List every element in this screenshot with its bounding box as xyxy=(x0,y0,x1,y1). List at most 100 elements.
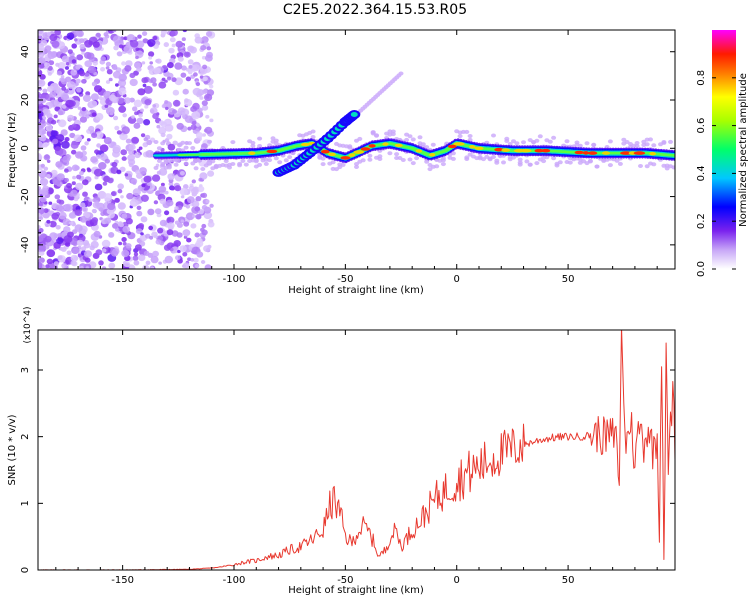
noise-blob xyxy=(191,200,200,208)
noise-blob xyxy=(122,113,127,118)
noise-blob xyxy=(49,99,58,108)
noise-blob xyxy=(72,241,78,247)
noise-blob xyxy=(129,199,139,207)
noise-blob xyxy=(40,39,48,47)
x-tick-label: 50 xyxy=(562,274,575,285)
noise-blob xyxy=(194,232,200,238)
noise-blob xyxy=(38,36,43,42)
noise-blob xyxy=(143,175,152,183)
noise-blob xyxy=(98,260,104,266)
noise-blob xyxy=(168,181,174,187)
halo-blob xyxy=(487,157,493,162)
noise-blob xyxy=(118,105,127,113)
halo-blob xyxy=(407,134,413,139)
band-peak xyxy=(474,146,484,151)
noise-blob xyxy=(55,225,61,230)
noise-blob xyxy=(142,264,150,269)
noise-blob xyxy=(55,146,61,152)
halo-blob xyxy=(223,159,229,164)
noise-blob xyxy=(195,240,204,248)
noise-blob xyxy=(177,56,184,62)
noise-blob xyxy=(128,158,136,166)
noise-blob xyxy=(159,198,166,205)
noise-blob xyxy=(108,77,113,82)
halo-blob xyxy=(237,163,243,168)
noise-blob xyxy=(96,143,101,148)
noise-blob xyxy=(182,230,190,237)
noise-blob xyxy=(155,239,162,245)
noise-blob xyxy=(203,80,209,85)
noise-blob xyxy=(89,100,98,108)
noise-blob xyxy=(192,87,202,96)
noise-blob xyxy=(149,107,158,115)
noise-blob xyxy=(204,264,212,269)
noise-blob xyxy=(64,168,69,173)
noise-blob xyxy=(53,114,58,119)
halo-blob xyxy=(534,161,540,166)
halo-blob xyxy=(230,140,236,145)
y-tick-label: -20 xyxy=(20,188,31,204)
halo-blob xyxy=(517,157,523,162)
band-peak xyxy=(321,149,330,154)
band-peak xyxy=(328,152,336,157)
halo-blob xyxy=(450,151,456,156)
noise-blob xyxy=(42,88,48,94)
halo-blob xyxy=(551,135,557,140)
noise-blob xyxy=(142,83,147,88)
noise-blob xyxy=(136,117,144,125)
noise-blob xyxy=(143,119,151,126)
noise-blob xyxy=(52,138,59,145)
noise-blob xyxy=(145,260,151,265)
noise-blob xyxy=(82,179,89,186)
noise-blob xyxy=(39,196,47,203)
noise-blob xyxy=(191,187,199,195)
noise-blob xyxy=(204,126,213,134)
noise-blob xyxy=(74,224,83,232)
halo-blob xyxy=(367,157,373,162)
noise-blob xyxy=(129,78,138,87)
noise-blob xyxy=(126,34,136,42)
noise-blob xyxy=(186,237,192,243)
band-peak xyxy=(340,156,351,160)
x-tick-label: 50 xyxy=(562,575,575,586)
spectrogram-marks xyxy=(38,30,675,269)
halo-blob xyxy=(430,142,436,147)
noise-blob xyxy=(102,181,108,186)
noise-blob xyxy=(74,209,83,216)
noise-blob xyxy=(70,69,78,76)
halo-blob xyxy=(617,161,623,166)
noise-blob xyxy=(128,149,135,155)
noise-blob xyxy=(38,140,43,148)
halo-blob xyxy=(607,163,613,168)
x-tick-label: -50 xyxy=(337,575,353,586)
noise-blob xyxy=(203,245,211,253)
noise-blob xyxy=(76,174,82,180)
noise-blob xyxy=(50,119,57,125)
halo-blob xyxy=(407,157,413,162)
noise-blob xyxy=(108,232,115,238)
snr-y-label: SNR (10 * v/v) xyxy=(7,414,18,485)
noise-blob xyxy=(207,221,215,228)
noise-blob xyxy=(50,130,58,137)
halo-blob xyxy=(521,140,526,145)
noise-blob xyxy=(182,252,188,257)
noise-blob xyxy=(84,40,93,48)
noise-blob xyxy=(103,137,112,145)
noise-blob xyxy=(54,194,61,200)
halo-blob xyxy=(410,137,416,142)
noise-blob xyxy=(180,219,185,223)
noise-blob xyxy=(38,67,41,72)
noise-blob xyxy=(71,123,77,128)
noise-blob xyxy=(121,61,126,66)
noise-blob xyxy=(67,231,74,238)
noise-blob xyxy=(38,134,47,142)
noise-blob xyxy=(192,102,200,110)
noise-blob xyxy=(55,204,64,212)
branch-core xyxy=(350,112,358,117)
noise-blob xyxy=(71,149,77,155)
noise-blob xyxy=(184,98,189,103)
noise-blob xyxy=(158,81,167,89)
halo-blob xyxy=(614,158,620,163)
band-peak xyxy=(494,147,504,152)
halo-blob xyxy=(283,158,289,163)
